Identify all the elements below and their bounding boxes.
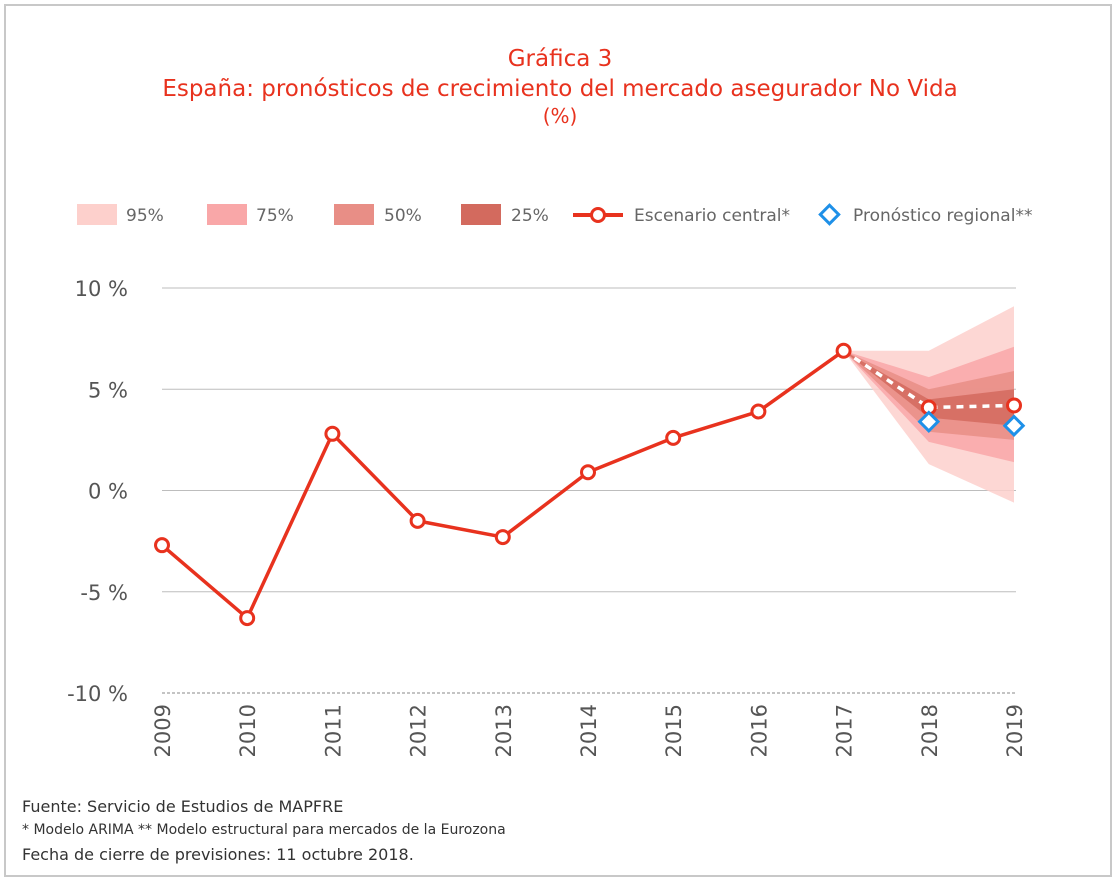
central-forecast-line xyxy=(842,349,1015,410)
x-tick-label: 2016 xyxy=(747,704,771,757)
x-tick-label: 2012 xyxy=(407,704,431,757)
legend-label-25: 25% xyxy=(511,206,549,226)
legend-marker-regional xyxy=(818,203,841,226)
legend-label-95: 95% xyxy=(126,206,164,226)
chart-unit: (%) xyxy=(542,104,578,128)
legend-swatch-50 xyxy=(334,204,374,225)
footer-note: * Modelo ARIMA ** Modelo estructural par… xyxy=(22,822,506,838)
footer-date: Fecha de cierre de previsiones: 11 octub… xyxy=(22,845,414,864)
x-axis-labels: 2009 2010 2011 2012 2013 2014 2015 2016 2017 2018… xyxy=(151,704,1027,757)
x-tick-label: 2013 xyxy=(492,704,516,757)
regional-point xyxy=(917,410,941,433)
x-tick-label: 2015 xyxy=(662,704,686,757)
legend-marker-central xyxy=(590,207,606,223)
y-tick-label: 5 % xyxy=(88,378,128,402)
x-tick-label: 2014 xyxy=(577,704,601,757)
footer-source: Fuente: Servicio de Estudios de MAPFRE xyxy=(22,797,344,816)
legend-label-central: Escenario central* xyxy=(634,206,790,226)
legend-label-regional: Pronóstico regional** xyxy=(853,206,1032,226)
legend-swatch-75 xyxy=(207,204,247,225)
legend-swatch-95 xyxy=(77,204,117,225)
central-point xyxy=(324,425,341,442)
legend-label-75: 75% xyxy=(256,206,294,226)
x-tick-label: 2011 xyxy=(321,704,345,757)
x-tick-label: 2018 xyxy=(918,704,942,757)
chart-title-block: Gráfica 3 España: pronósticos de crecimi… xyxy=(0,44,1120,128)
y-tick-label: 0 % xyxy=(88,480,128,504)
central-point xyxy=(835,342,852,359)
central-line xyxy=(160,349,845,620)
chart-title: Gráfica 3 xyxy=(507,46,613,72)
y-tick-label: -10 % xyxy=(67,682,128,706)
central-point xyxy=(1006,397,1022,414)
grid: 10 % 5 % 0 % -5 % -10 % xyxy=(67,277,1016,706)
x-tick-label: 2019 xyxy=(1003,704,1027,757)
series-markers xyxy=(154,342,1026,627)
central-point xyxy=(750,403,767,420)
central-point xyxy=(494,529,511,546)
y-tick-label: -5 % xyxy=(80,581,128,605)
y-tick-label: 10 % xyxy=(75,277,128,301)
central-point xyxy=(154,537,170,554)
x-tick-label: 2017 xyxy=(833,704,857,757)
central-point xyxy=(409,512,426,529)
regional-point xyxy=(1002,414,1026,438)
x-tick-label: 2009 xyxy=(151,704,175,757)
central-point xyxy=(580,464,596,481)
legend-swatch-25 xyxy=(461,204,501,225)
x-tick-label: 2010 xyxy=(236,704,260,757)
central-point xyxy=(665,429,682,446)
chart-subtitle: España: pronósticos de crecimiento del m… xyxy=(162,76,958,102)
legend-label-50: 50% xyxy=(384,206,422,226)
legend: 95% 75% 50% 25% Escenario central* Pronó… xyxy=(77,203,1032,226)
central-point xyxy=(239,610,256,627)
